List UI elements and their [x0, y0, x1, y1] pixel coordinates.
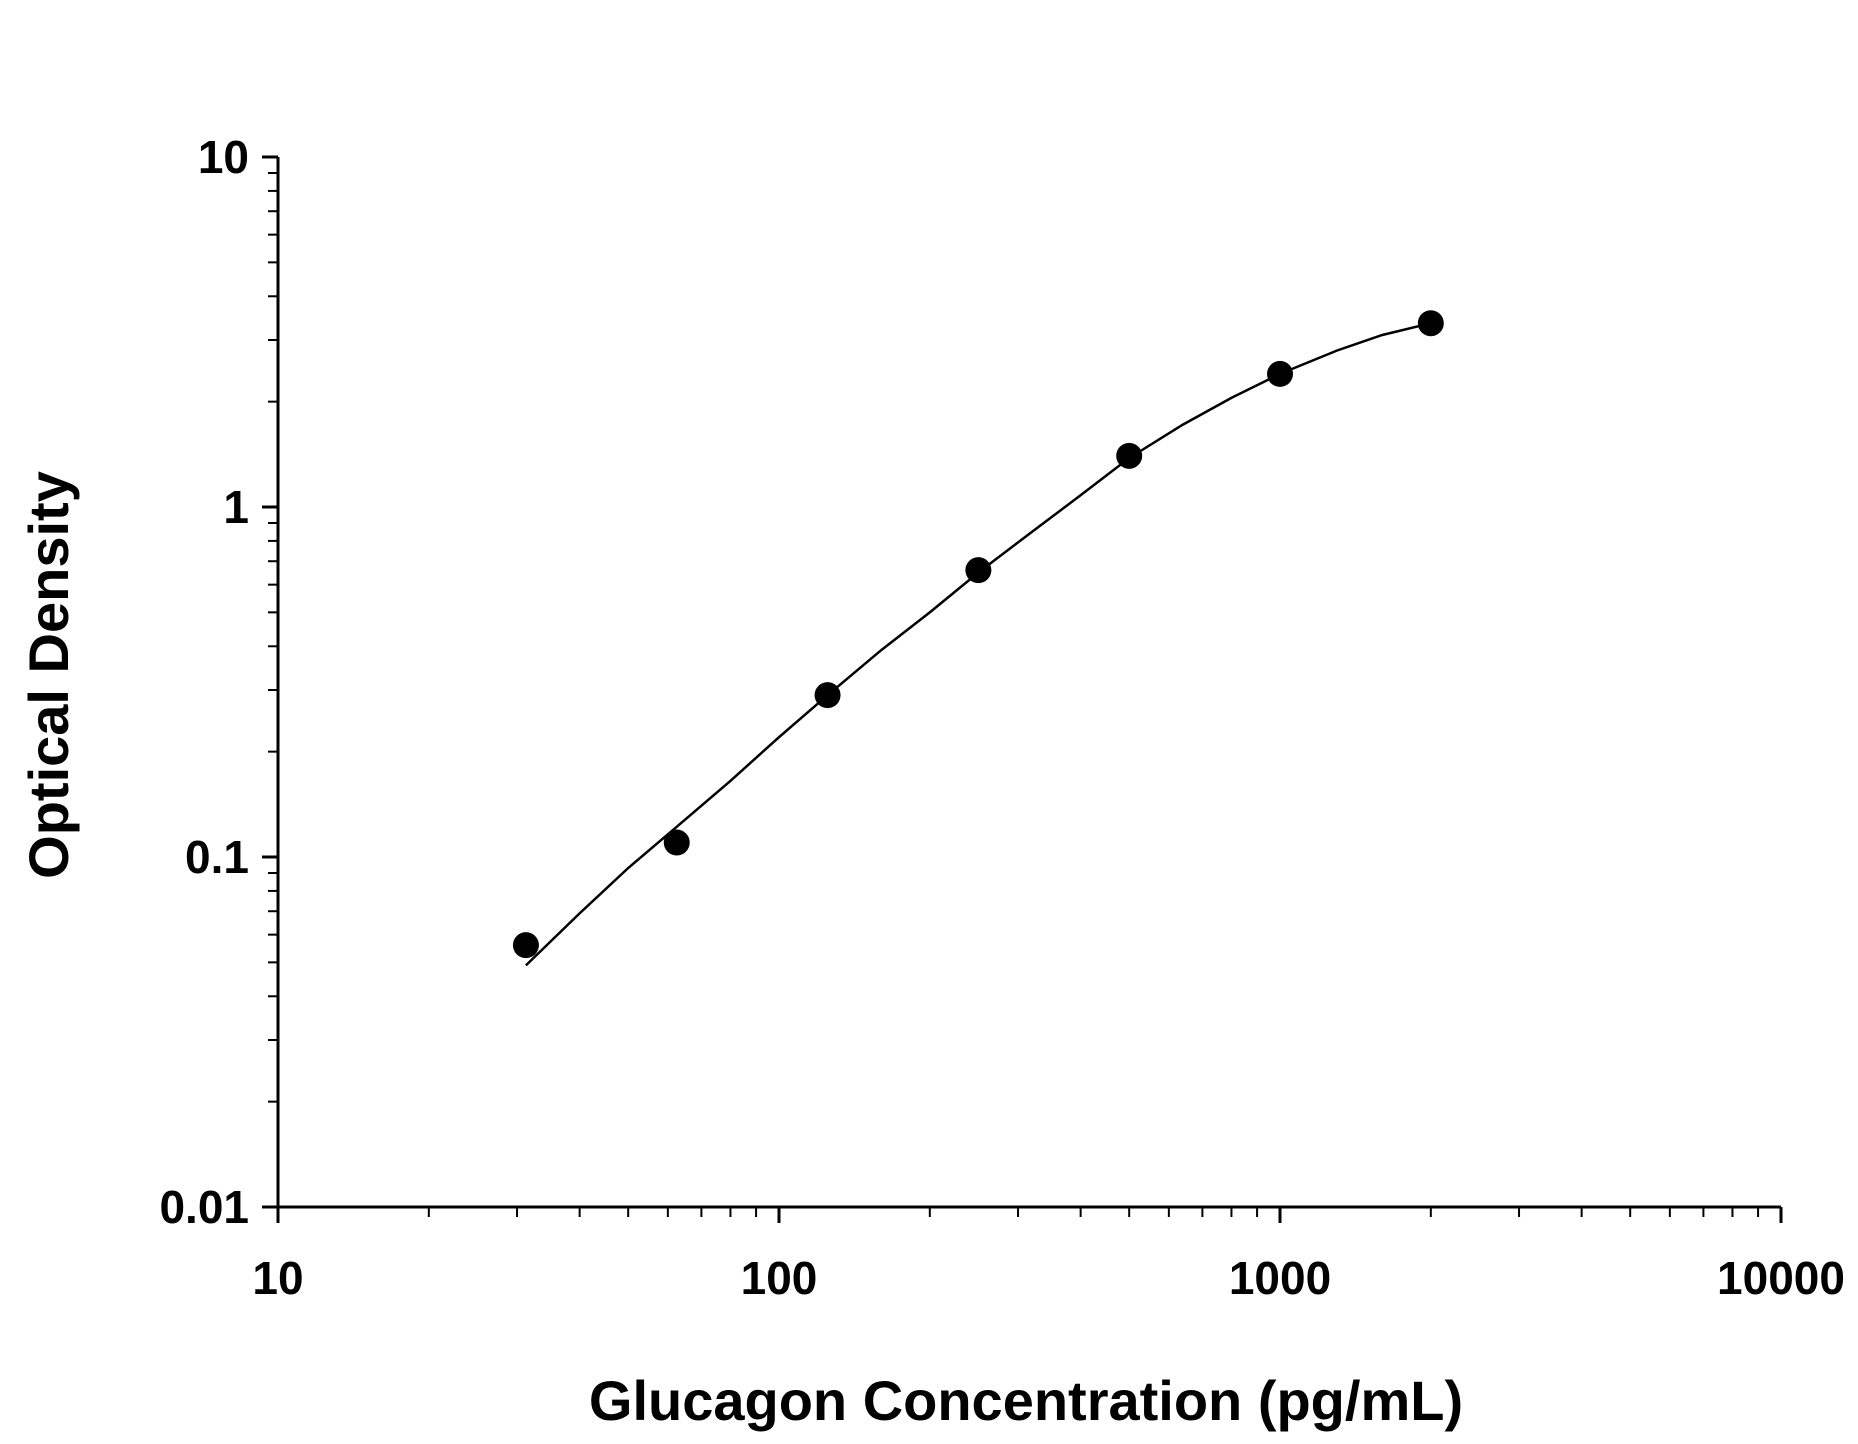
y-axis-label: Optical Density [17, 471, 80, 879]
y-axis-tick-labels: 0.01 0.1 1 10 [159, 131, 249, 1233]
y-tick-label: 10 [198, 131, 249, 183]
data-point [1116, 442, 1143, 469]
data-point [512, 932, 539, 959]
x-axis-ticks [276, 1207, 1783, 1223]
y-axis-ticks [262, 155, 278, 1209]
data-point [1417, 310, 1444, 337]
data-points [512, 310, 1444, 959]
y-tick-label: 0.01 [159, 1181, 249, 1233]
x-tick-label: 100 [741, 1252, 818, 1304]
y-tick-label: 1 [223, 481, 249, 533]
x-tick-label: 1000 [1229, 1252, 1331, 1304]
data-point [965, 557, 992, 584]
x-tick-label: 10000 [1717, 1252, 1845, 1304]
y-tick-label: 0.1 [185, 831, 249, 883]
data-point [1267, 360, 1293, 387]
x-axis-label: Glucagon Concentration (pg/mL) [589, 1369, 1463, 1432]
x-axis-tick-labels: 10 100 1000 10000 [252, 1252, 1845, 1304]
axes [276, 157, 1781, 1209]
data-point [663, 829, 690, 856]
x-tick-label: 10 [252, 1252, 303, 1304]
fit-curve [525, 321, 1432, 967]
data-point [814, 682, 841, 709]
